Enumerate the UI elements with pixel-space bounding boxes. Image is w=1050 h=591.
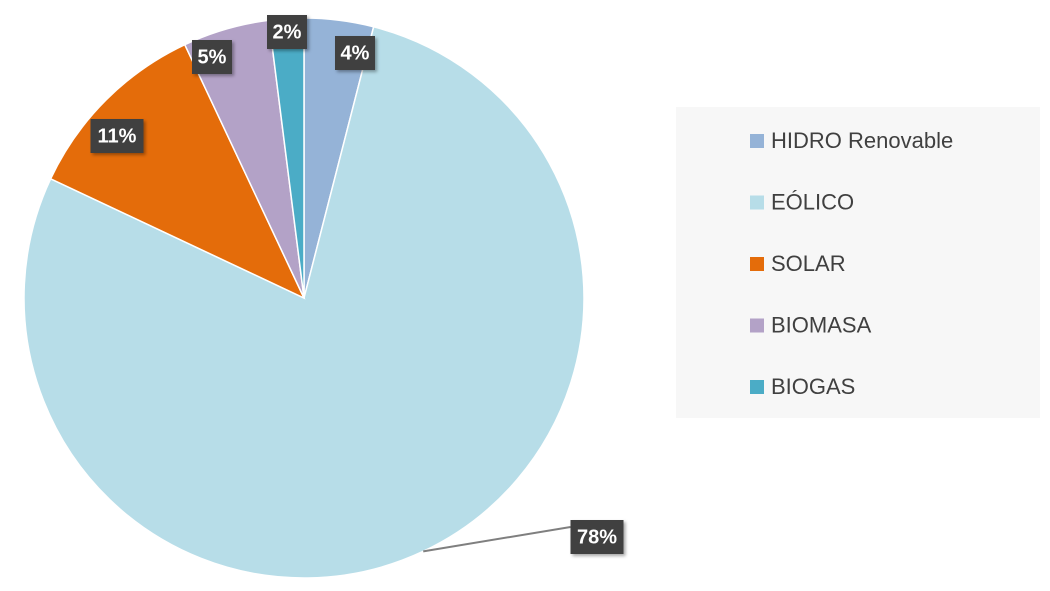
data-label: 11% [98, 125, 137, 147]
legend-label: EÓLICO [771, 189, 854, 214]
legend-swatch [750, 380, 764, 394]
leader-line [423, 526, 571, 553]
data-label: 2% [273, 21, 302, 43]
data-label: 5% [198, 46, 227, 68]
legend-swatch [750, 134, 764, 148]
pie-slice [23, 25, 585, 579]
legend: HIDRO Renovable EÓLICO SOLAR BIOMASA BIOGAS [750, 128, 953, 399]
legend-swatch [750, 195, 764, 210]
data-label-box [570, 520, 624, 554]
pie-slice [49, 43, 306, 300]
legend-label: SOLAR [771, 251, 846, 276]
data-labels: 4% 78% 11% 5% 2% [90, 15, 624, 554]
data-label-box [90, 119, 144, 153]
data-label-box [192, 40, 232, 74]
data-label: 78% [577, 526, 617, 548]
data-label-box [335, 36, 375, 70]
data-label: 4% [341, 42, 370, 64]
legend-swatch [750, 318, 764, 333]
legend-label: BIOGAS [771, 374, 855, 399]
pie [23, 17, 585, 579]
legend-label: BIOMASA [771, 312, 872, 337]
legend-box [676, 107, 1040, 418]
legend-label: HIDRO Renovable [771, 128, 953, 153]
legend-swatch [750, 257, 764, 271]
data-label-box [267, 15, 307, 49]
